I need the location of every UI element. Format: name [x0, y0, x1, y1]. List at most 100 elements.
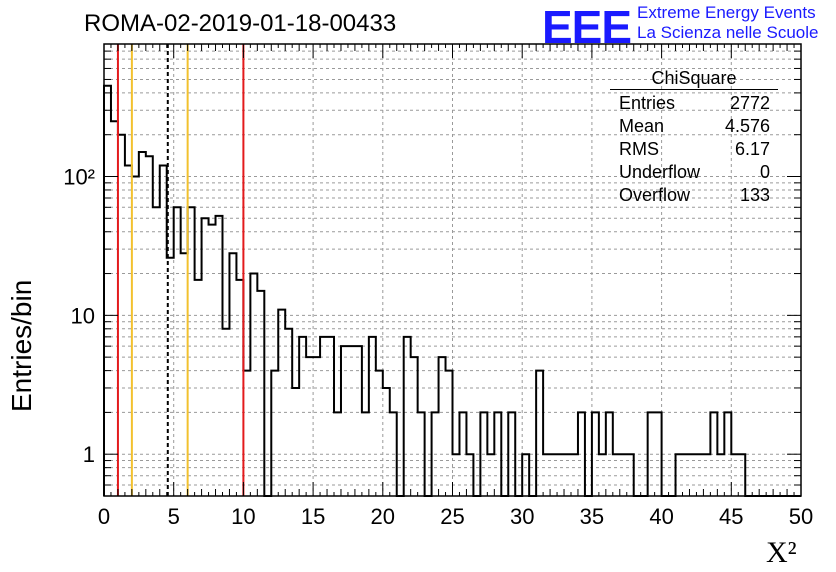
histogram-bar	[216, 216, 223, 496]
histogram-bar	[306, 357, 313, 496]
histogram-bar	[181, 253, 188, 496]
histogram-bar	[188, 207, 195, 496]
histogram-bar	[376, 371, 383, 496]
histogram-bar	[118, 135, 125, 496]
histogram-bar	[236, 280, 243, 496]
histogram-bar	[209, 225, 216, 496]
histogram-bar	[348, 346, 355, 496]
histogram-bar	[557, 454, 564, 496]
x-tick-label: 5	[168, 504, 180, 529]
histogram-bar	[446, 371, 453, 496]
x-tick-label: 40	[649, 504, 673, 529]
x-tick-label: 35	[580, 504, 604, 529]
histogram-bar	[320, 337, 327, 496]
histogram-bar	[676, 454, 683, 496]
x-axis-label: X²	[766, 536, 797, 569]
histogram-bar	[222, 329, 229, 496]
x-tick-label: 50	[789, 504, 813, 529]
histogram-bar	[146, 156, 153, 496]
histogram-bar	[627, 454, 634, 496]
stats-label: Mean	[619, 116, 665, 136]
histogram-bar	[731, 454, 738, 496]
histogram-bar	[480, 412, 487, 496]
stats-value: 6.17	[734, 139, 770, 159]
histogram-bar	[717, 454, 724, 496]
histogram-bar	[278, 310, 285, 496]
histogram-bar	[487, 454, 494, 496]
histogram-bar	[578, 412, 585, 496]
histogram-bar	[508, 412, 515, 496]
histogram-bar	[404, 337, 411, 496]
histogram-bar	[466, 454, 473, 496]
stats-box: ChiSquare Entries 2772 Mean 4.576 RMS 6.…	[610, 68, 778, 207]
histogram-bar	[738, 454, 745, 496]
stats-box-title: ChiSquare	[610, 68, 778, 90]
histogram-bar	[153, 207, 160, 496]
histogram-bar	[299, 337, 306, 496]
y-axis-label: Entries/bin	[6, 279, 37, 412]
stats-label: Entries	[619, 93, 676, 113]
eee-logo-line1: Extreme Energy Events	[637, 3, 816, 22]
stats-label: Underflow	[619, 162, 701, 182]
histogram-bar	[571, 454, 578, 496]
histogram-bar	[689, 454, 696, 496]
y-tick-label: 10²	[63, 164, 95, 189]
histogram-bar	[341, 346, 348, 496]
histogram-bar	[250, 274, 257, 496]
y-tick-label: 10	[71, 303, 95, 328]
histogram-bar	[257, 291, 264, 496]
x-tick-label: 20	[371, 504, 395, 529]
histogram-bar	[703, 454, 710, 496]
stats-value: 2772	[729, 93, 770, 113]
stats-row-entries: Entries 2772	[610, 92, 778, 115]
histogram-bar	[655, 412, 662, 496]
histogram-bar	[139, 152, 146, 496]
eee-logo-mark: EEE	[542, 1, 632, 53]
histogram-bar	[550, 454, 557, 496]
histogram-bar	[536, 371, 543, 496]
stats-label: Overflow	[619, 185, 691, 205]
histogram-bar	[313, 357, 320, 496]
histogram-bar	[271, 371, 278, 496]
y-tick-label: 1	[83, 442, 95, 467]
histogram-bar	[195, 280, 202, 496]
histogram-bar	[285, 329, 292, 496]
histogram-bar	[369, 337, 376, 496]
histogram-bar	[334, 412, 341, 496]
histogram-bar	[599, 454, 606, 496]
histogram-bar	[355, 346, 362, 496]
stats-value: 133	[739, 185, 770, 205]
histogram-bar	[432, 412, 439, 496]
histogram-bar	[111, 121, 118, 496]
histogram-bar	[592, 412, 599, 496]
stats-row-underflow: Underflow 0	[610, 161, 778, 184]
histogram-bar	[202, 218, 209, 496]
stats-value: 0	[759, 162, 770, 182]
histogram-bar	[411, 357, 418, 496]
histogram-bar	[606, 412, 613, 496]
histogram-bar	[683, 454, 690, 496]
histogram-bar	[418, 412, 425, 496]
chart-title: ROMA-02-2019-01-18-00433	[84, 10, 397, 37]
histogram-bar	[522, 454, 529, 496]
stats-row-rms: RMS 6.17	[610, 138, 778, 161]
histogram-bar	[229, 253, 236, 496]
histogram-bar	[104, 86, 111, 496]
histogram-bar	[383, 388, 390, 496]
histogram-bar	[125, 166, 132, 496]
histogram-bar	[292, 388, 299, 496]
histogram-bar	[327, 337, 334, 496]
histogram-bar	[613, 454, 620, 496]
eee-logo-line2: La Scienza nelle Scuole	[637, 23, 819, 42]
histogram-bar	[648, 412, 655, 496]
stats-row-mean: Mean 4.576	[610, 115, 778, 138]
stats-label: RMS	[619, 139, 659, 159]
x-tick-label: 30	[510, 504, 534, 529]
histogram-bar	[160, 166, 167, 496]
x-tick-label: 15	[301, 504, 325, 529]
histogram-bar	[362, 412, 369, 496]
histogram-bar	[710, 412, 717, 496]
histogram-bar	[696, 454, 703, 496]
histogram-bar	[243, 371, 250, 496]
